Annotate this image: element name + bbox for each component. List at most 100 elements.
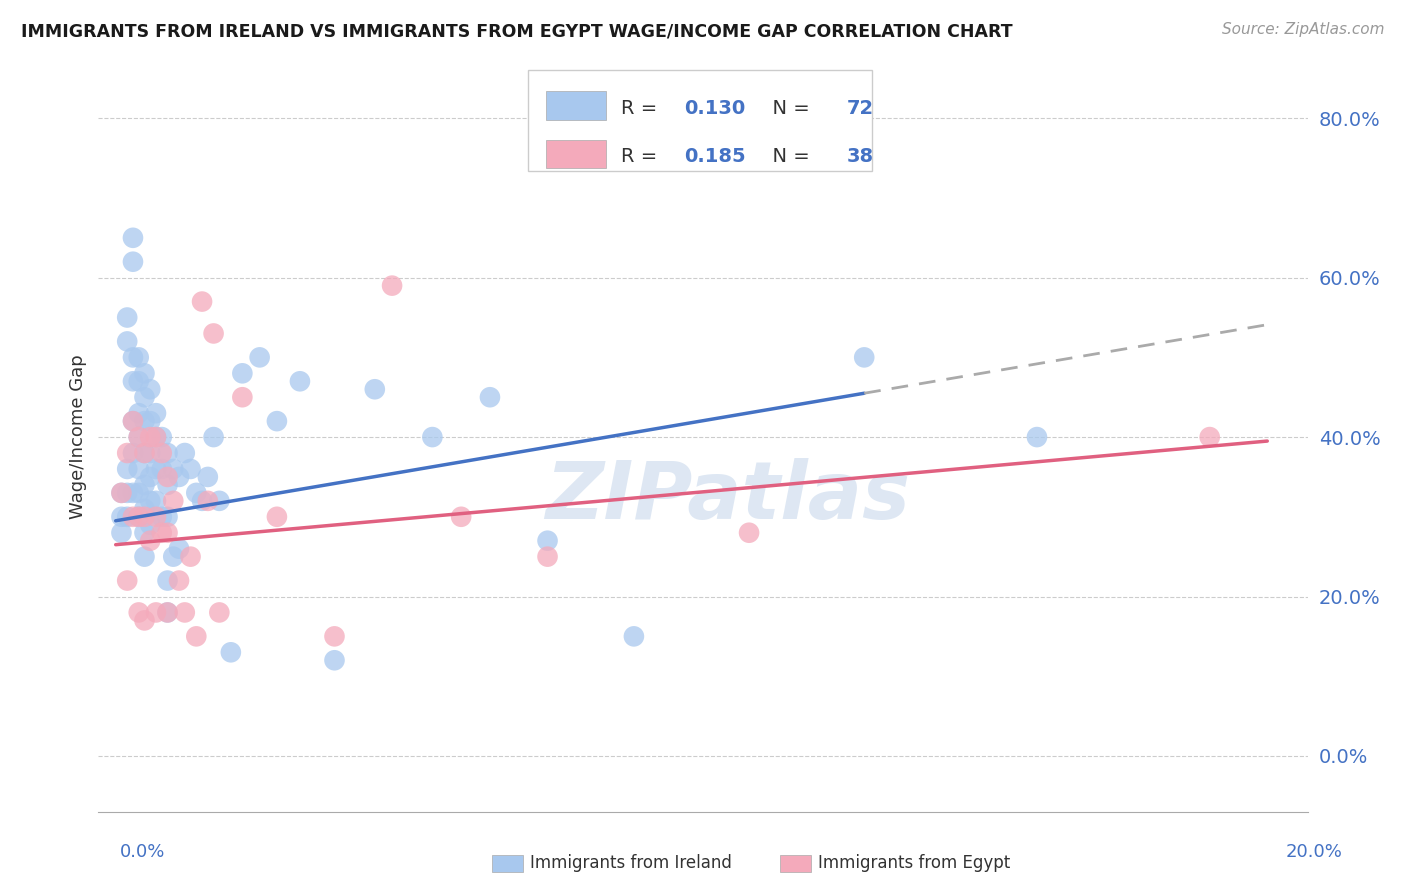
Point (128, 606, 150, 620)
Point (536, 533, 558, 548)
Text: ZIPatlas: ZIPatlas (544, 458, 910, 536)
Point (156, 574, 179, 588)
Text: Immigrants from Ireland: Immigrants from Ireland (530, 855, 733, 872)
Point (134, 446, 156, 460)
Point (139, 430, 162, 444)
Point (110, 525, 132, 540)
Text: 0.0%: 0.0% (120, 843, 165, 861)
Point (162, 462, 184, 476)
Point (266, 414, 288, 428)
Point (156, 509, 179, 524)
Point (134, 367, 156, 381)
Point (150, 462, 173, 476)
Point (128, 351, 150, 365)
Point (122, 231, 145, 245)
Point (381, 278, 404, 293)
Text: 0.130: 0.130 (683, 99, 745, 118)
Point (173, 606, 195, 620)
Point (134, 446, 156, 460)
Point (115, 486, 138, 500)
Point (156, 525, 179, 540)
Point (197, 470, 219, 484)
Text: IMMIGRANTS FROM IRELAND VS IMMIGRANTS FROM EGYPT WAGE/INCOME GAP CORRELATION CHA: IMMIGRANTS FROM IRELAND VS IMMIGRANTS FR… (21, 22, 1012, 40)
Point (167, 470, 190, 484)
Point (128, 430, 150, 444)
Point (156, 606, 179, 620)
Point (134, 509, 156, 524)
Point (478, 390, 501, 404)
Point (122, 254, 145, 268)
Point (249, 351, 271, 365)
Text: Source: ZipAtlas.com: Source: ZipAtlas.com (1222, 22, 1385, 37)
Point (128, 462, 150, 476)
Point (115, 509, 138, 524)
Point (122, 509, 145, 524)
Text: 0.185: 0.185 (683, 147, 745, 167)
Point (197, 493, 219, 508)
Point (122, 486, 145, 500)
Point (128, 430, 150, 444)
Point (134, 478, 156, 492)
Point (128, 486, 150, 500)
Point (145, 430, 167, 444)
Point (110, 486, 132, 500)
Point (623, 629, 645, 643)
Point (738, 525, 761, 540)
Point (128, 374, 150, 388)
Point (110, 509, 132, 524)
Point (1198, 430, 1220, 444)
Point (150, 509, 173, 524)
Point (134, 390, 156, 404)
Point (134, 614, 156, 628)
Point (110, 486, 132, 500)
Point (115, 310, 138, 325)
Point (156, 470, 179, 484)
Y-axis label: Wage/Income Gap: Wage/Income Gap (69, 355, 87, 519)
Point (128, 509, 150, 524)
Point (1026, 430, 1049, 444)
Point (191, 493, 214, 508)
Point (139, 517, 162, 532)
Point (139, 493, 162, 508)
Point (219, 645, 242, 659)
Text: N =: N = (759, 99, 815, 118)
Point (145, 509, 167, 524)
Point (115, 574, 138, 588)
Point (162, 493, 184, 508)
Point (208, 606, 231, 620)
Point (150, 446, 173, 460)
Point (134, 501, 156, 516)
Point (134, 525, 156, 540)
Text: 72: 72 (846, 99, 875, 118)
Point (150, 430, 173, 444)
Point (162, 549, 184, 564)
FancyBboxPatch shape (546, 91, 606, 120)
Point (128, 509, 150, 524)
Point (115, 446, 138, 460)
Point (145, 430, 167, 444)
Point (139, 533, 162, 548)
Point (115, 334, 138, 349)
Point (853, 351, 876, 365)
Point (122, 414, 145, 428)
Point (450, 509, 472, 524)
Point (139, 414, 162, 428)
Text: R =: R = (621, 99, 664, 118)
Point (167, 541, 190, 556)
Point (122, 374, 145, 388)
Point (180, 462, 202, 476)
Point (231, 390, 253, 404)
Point (139, 446, 162, 460)
Point (134, 549, 156, 564)
Point (156, 478, 179, 492)
Point (288, 374, 311, 388)
Point (186, 486, 208, 500)
Point (122, 414, 145, 428)
Point (202, 326, 225, 341)
Point (150, 525, 173, 540)
Point (191, 294, 214, 309)
Point (180, 549, 202, 564)
FancyBboxPatch shape (527, 70, 872, 171)
Point (167, 574, 190, 588)
Point (145, 406, 167, 420)
